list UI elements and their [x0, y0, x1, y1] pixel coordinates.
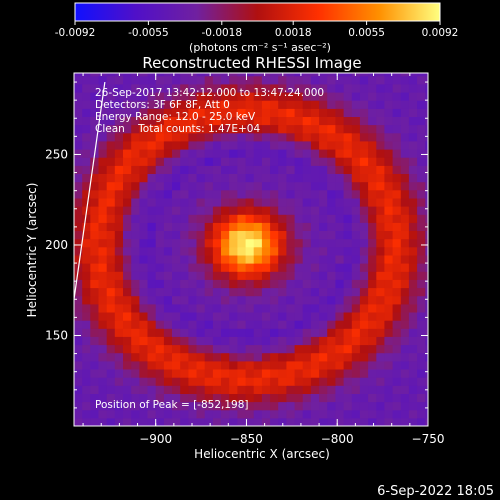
x-tick-label: −750: [412, 432, 445, 446]
colorbar-tick-label: -0.0092: [55, 27, 96, 39]
y-axis-label: Heliocentric Y (arcsec): [25, 183, 39, 318]
solar-limb-line: [74, 81, 106, 300]
plot-frame: [73, 72, 429, 427]
footer-timestamp: 6-Sep-2022 18:05: [377, 484, 494, 499]
annotation-counts: Clean Total counts: 1.47E+04: [95, 123, 260, 135]
annotation-detectors: Detectors: 3F 6F 8F, Att 0: [95, 99, 230, 111]
y-tick-label: 150: [45, 328, 68, 342]
x-tick-label: −800: [321, 432, 354, 446]
y-tick-label: 250: [45, 147, 68, 161]
colorbar-unit-label: (photons cm⁻² s⁻¹ asec⁻²): [189, 41, 331, 54]
x-tick-label: −900: [139, 432, 172, 446]
axis-ticks: −900 −850 −800 −750 150 200 250: [45, 73, 444, 446]
annotation-time: 26-Sep-2017 13:42:12.000 to 13:47:24.000: [95, 87, 324, 99]
colorbar-tick-label: -0.0055: [128, 27, 169, 39]
colorbar-tick-label: -0.0018: [202, 27, 243, 39]
annotation-energy: Energy Range: 12.0 - 25.0 keV: [95, 111, 256, 123]
colorbar-ticks: -0.0092 -0.0055 -0.0018 0.0018 0.0055 0.0092: [55, 21, 459, 39]
x-axis-label: Heliocentric X (arcsec): [194, 447, 330, 461]
annotation-block: 26-Sep-2017 13:42:12.000 to 13:47:24.000…: [95, 87, 324, 135]
y-tick-label: 200: [45, 238, 68, 252]
peak-position-label: Position of Peak = [-852,198]: [95, 399, 249, 411]
colorbar-tick-label: 0.0055: [348, 27, 385, 39]
colorbar-tick-label: 0.0092: [422, 27, 459, 39]
chart-title: Reconstructed RHESSI Image: [142, 54, 361, 72]
x-tick-label: −850: [230, 432, 263, 446]
heatmap-image: [74, 73, 428, 426]
colorbar-tick-label: 0.0018: [275, 27, 312, 39]
colorbar: [74, 2, 441, 22]
